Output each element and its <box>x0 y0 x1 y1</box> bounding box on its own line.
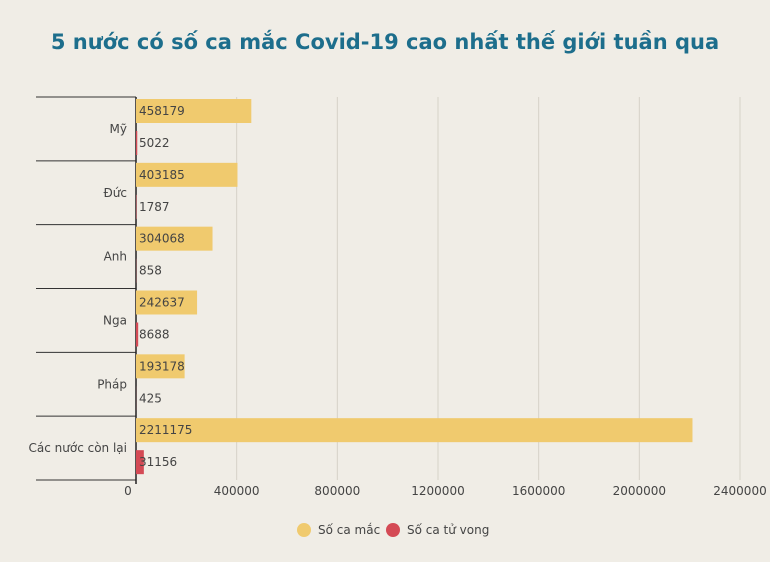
x-tick-label: 2400000 <box>713 484 766 498</box>
category-label: Các nước còn lại <box>29 441 128 455</box>
bar-cases <box>136 162 238 187</box>
bar-deaths <box>136 450 144 475</box>
data-label: 458179 <box>139 104 185 118</box>
x-tick-label: 800000 <box>314 484 360 498</box>
category-label: Nga <box>103 313 127 327</box>
x-tick-label: 400000 <box>214 484 260 498</box>
bar-cases <box>136 290 198 315</box>
category-label: Anh <box>104 250 127 264</box>
category-label: Đức <box>103 186 127 200</box>
bar-deaths <box>136 322 139 347</box>
bar-cases <box>136 418 693 443</box>
bar-cases <box>136 226 213 251</box>
data-label: 425 <box>139 391 162 405</box>
legend-item-cases-label[interactable]: Số ca mắc <box>318 523 380 537</box>
category-label: Pháp <box>97 377 127 391</box>
bar-cases <box>136 354 185 379</box>
x-tick-label: 2000000 <box>613 484 666 498</box>
chart-title: 5 nước có số ca mắc Covid-19 cao nhất th… <box>50 30 720 54</box>
data-label: 5022 <box>139 136 170 150</box>
x-tick-label: 1600000 <box>512 484 565 498</box>
data-label: 8688 <box>139 328 170 342</box>
data-label: 2211175 <box>139 423 192 437</box>
x-tick-label: 1200000 <box>411 484 464 498</box>
data-label: 304068 <box>139 232 185 246</box>
legend-item-cases-marker[interactable] <box>297 523 311 537</box>
data-label: 858 <box>139 264 162 278</box>
x-tick-label: 0 <box>124 484 132 498</box>
data-label: 193178 <box>139 359 185 373</box>
bar-deaths <box>136 131 138 155</box>
category-label: Mỹ <box>110 122 127 136</box>
data-label: 1787 <box>139 200 170 214</box>
data-label: 403185 <box>139 168 185 182</box>
data-label: 31156 <box>139 455 177 469</box>
bar-cases <box>136 99 252 123</box>
legend-item-deaths-marker[interactable] <box>386 523 400 537</box>
data-label: 242637 <box>139 296 185 310</box>
legend-item-deaths-label[interactable]: Số ca tử vong <box>407 523 489 537</box>
